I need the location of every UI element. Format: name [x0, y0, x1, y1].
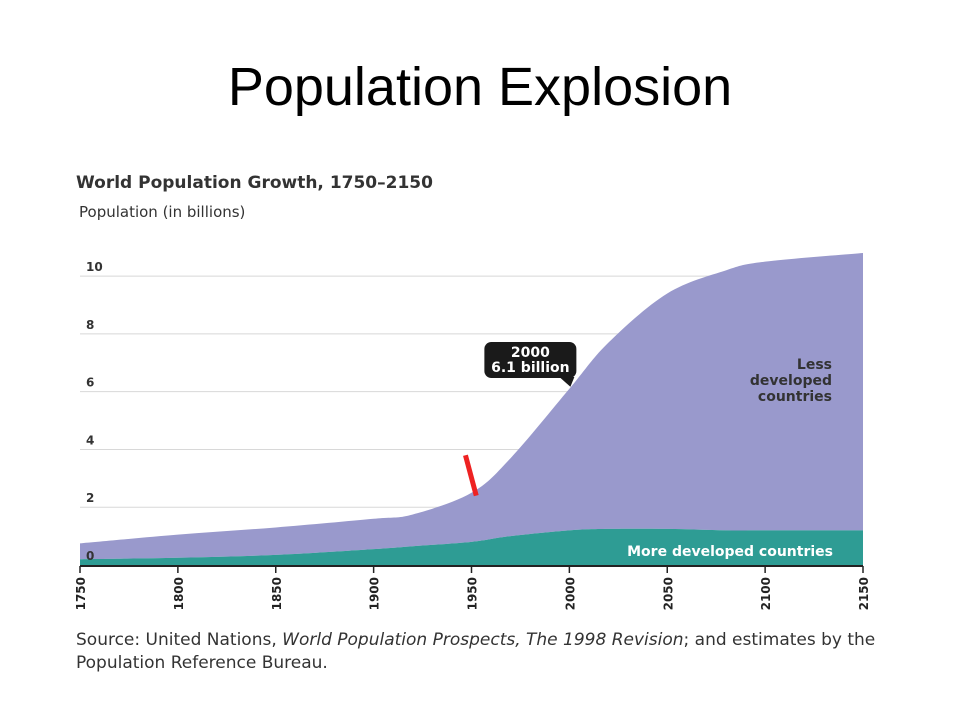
y-tick-label: 6	[86, 376, 94, 390]
slide-title: Population Explosion	[227, 57, 733, 117]
red-highlight-marker	[463, 454, 479, 497]
source-prefix: Source: United Nations,	[76, 630, 283, 650]
chart-title: World Population Growth, 1750–2150	[76, 173, 433, 193]
source-suffix: ; and estimates by the Population Refere…	[76, 630, 876, 673]
x-tick-label: 1950	[466, 577, 480, 610]
y-tick-label: 0	[86, 549, 94, 563]
y-axis-label: Population (in billions)	[79, 203, 245, 221]
source-note: Source: United Nations, World Population…	[76, 629, 906, 675]
x-tick-label: 1850	[270, 577, 284, 610]
callout-text: 2000	[511, 345, 550, 361]
x-tick-label: 2100	[759, 577, 773, 610]
y-tick-label: 10	[86, 260, 103, 274]
area-layer	[79, 253, 864, 573]
y-tick-label: 2	[86, 491, 94, 505]
area-less-developed	[80, 253, 863, 560]
area-more-developed	[80, 528, 863, 565]
callout-pointer	[559, 377, 575, 387]
x-tick-label: 1800	[172, 577, 186, 610]
y-tick-label: 4	[86, 433, 94, 447]
x-tick-label: 1900	[368, 577, 382, 610]
label-less-developed: developed	[750, 373, 832, 389]
x-tick-label: 1750	[74, 577, 88, 610]
x-tick-label: 2150	[857, 577, 871, 610]
y-tick-label: 8	[86, 318, 94, 332]
callout-text: 6.1 billion	[491, 360, 569, 376]
label-less-developed: Less	[797, 357, 832, 373]
source-work: World Population Prospects, The 1998 Rev…	[282, 630, 684, 650]
x-tick-labels: 1750 1800 1850 1900 1950 2000 2050 2100 2150	[74, 577, 871, 610]
x-tick-label: 2000	[563, 577, 577, 610]
y-tick-labels: 0 2 4 6 8 10	[86, 260, 103, 563]
label-less-developed: countries	[758, 389, 832, 405]
callout-box	[484, 342, 577, 378]
x-tick-label: 2050	[661, 577, 675, 610]
label-more-developed: More developed countries	[627, 544, 833, 560]
